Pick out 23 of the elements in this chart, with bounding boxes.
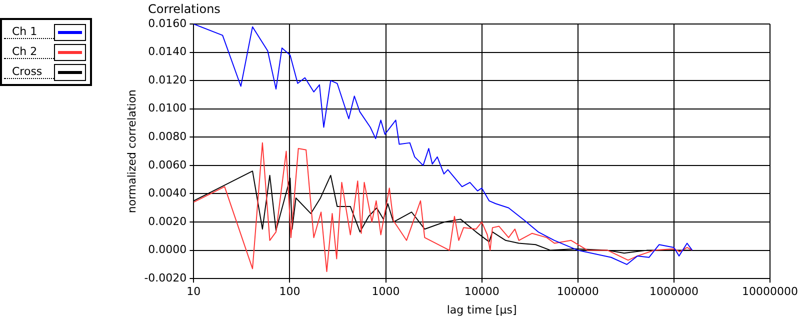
y-tick-label: 0.0020 (148, 214, 187, 228)
x-tick-label: 1000 (372, 285, 400, 298)
legend-label: Cross (4, 65, 54, 79)
y-tick-label: 0.0080 (148, 130, 187, 144)
x-axis-title: lag time [µs] (446, 303, 517, 316)
x-tick-label: 100 (279, 285, 300, 298)
chart-title: Correlations (148, 2, 220, 16)
legend-label: Ch 2 (4, 45, 54, 59)
y-tick-label: 0.0120 (148, 73, 187, 86)
y-tick-label: 0.0160 (148, 16, 187, 30)
y-tick-label: 0.0100 (148, 102, 187, 115)
y-tick-label: 0.0040 (148, 186, 187, 200)
x-tick-label: 10000 (464, 285, 500, 298)
x-tick-label: 10000000 (742, 285, 798, 298)
y-tick-label: 0.0140 (148, 45, 187, 58)
x-tick-label: 10 (186, 285, 201, 298)
x-tick-label: 100000 (556, 285, 599, 298)
legend-label: Ch 1 (4, 25, 54, 39)
y-tick-label: 0.0000 (148, 243, 187, 256)
x-tick-label: 1000000 (649, 285, 698, 298)
y-tick-label: 0.0060 (148, 158, 187, 172)
y-tick-label: -0.0020 (144, 271, 187, 284)
y-axis-title: normalized correlation (125, 89, 138, 214)
